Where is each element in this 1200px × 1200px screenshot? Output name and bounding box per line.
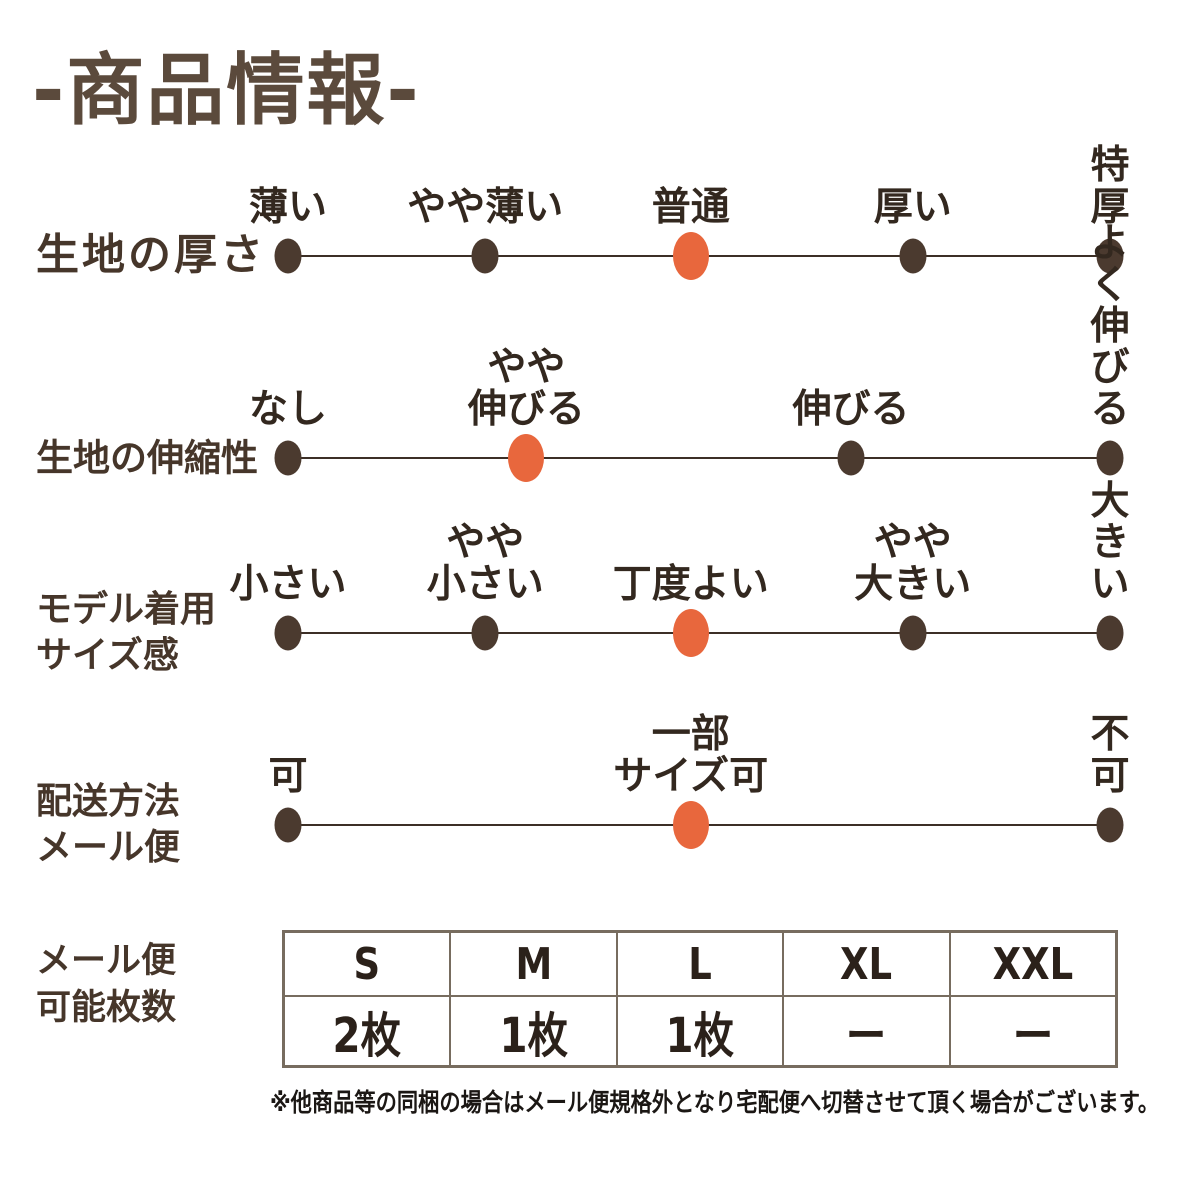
point-label: やや 伸びる [467,345,585,432]
row-label-shipping-mail: 配送方法 メール便 [36,780,181,868]
point-label: 不可 [1090,712,1130,799]
scale-dot-selected [508,434,545,482]
scale-row-shipping-mail: 配送方法 メール便 可 一部 サイズ可 不可 [0,705,1200,885]
scale-dot [1096,238,1124,274]
size-header-m: M [451,933,616,995]
capacity-value-m: 1枚 [451,997,616,1065]
scale-track: なし やや 伸びる 伸びる よく 伸びる [249,223,1130,518]
scale-track: 小さい やや 小さい 丁度よい やや 大きい 大きい [229,481,1130,693]
mail-capacity-table: S M L XL XXL 2枚 1枚 1枚 ー ー [282,930,1118,1068]
size-header-l: L [617,933,783,995]
capacity-value-s: 2枚 [285,997,450,1065]
point-label: 厚い [873,184,952,230]
point-label: 丁度よい [612,561,769,607]
scale-dot [471,615,499,651]
scale-dot-selected [672,609,709,657]
scale-dot [274,440,302,476]
point-label: 特厚 [1090,143,1130,230]
point-label: 可 [268,753,308,799]
scale-track: 可 一部 サイズ可 不可 [268,705,1130,885]
scale-dot [274,615,302,651]
row-label-mail-capacity: メール便 可能枚数 [36,940,177,1028]
point-label: やや 小さい [426,520,544,607]
scale-dot [899,615,927,651]
point-label: やや 大きい [854,520,972,607]
scale-track: 薄い やや薄い 普通 厚い 特厚 [249,136,1130,316]
point-label: なし [248,386,328,432]
point-label: 薄い [248,184,328,230]
point-label: よく 伸びる [1090,221,1130,432]
size-header-s: S [285,933,450,995]
scale-dot-selected [672,232,709,280]
row-label-fabric-stretch: 生地の伸縮性 [36,436,258,480]
scale-dot [471,238,499,274]
scale-dot [1096,615,1124,651]
row-label-model-size-fit: モデル着用 サイズ感 [36,588,217,676]
point-label: 伸びる [792,386,910,432]
scale-row-fabric-stretch: 生地の伸縮性 なし やや 伸びる 伸びる よく 伸びる [0,223,1200,518]
scale-dot-selected [672,801,709,849]
scale-dot [274,807,302,843]
capacity-value-xl: ー [784,997,949,1065]
page-title: -商品情報- [32,46,421,136]
scale-dot [1096,807,1124,843]
scale-row-fabric-thickness: 生地の厚さ 薄い やや薄い 普通 厚い 特厚 [0,136,1200,316]
point-label: 大きい [1090,479,1130,607]
disclaimer-note: ※他商品等の同梱の場合はメール便規格外となり宅配便へ切替させて頂く場合がございま… [270,1088,1160,1117]
row-label-fabric-thickness: 生地の厚さ [36,230,266,281]
capacity-value-l: 1枚 [617,997,783,1065]
scale-dot [837,440,865,476]
point-label: 普通 [651,184,730,230]
size-header-xxl: XXL [950,933,1115,995]
point-label: 一部 サイズ可 [613,712,769,799]
capacity-value-xxl: ー [950,997,1115,1065]
scale-dot [274,238,302,274]
scale-line [288,457,1110,459]
point-label: やや薄い [407,184,564,230]
scale-row-model-size-fit: モデル着用 サイズ感 小さい やや 小さい 丁度よい やや 大きい 大きい [0,481,1200,693]
scale-dot [899,238,927,274]
point-label: 小さい [229,561,347,607]
size-header-xl: XL [784,933,949,995]
scale-dot [1096,440,1124,476]
